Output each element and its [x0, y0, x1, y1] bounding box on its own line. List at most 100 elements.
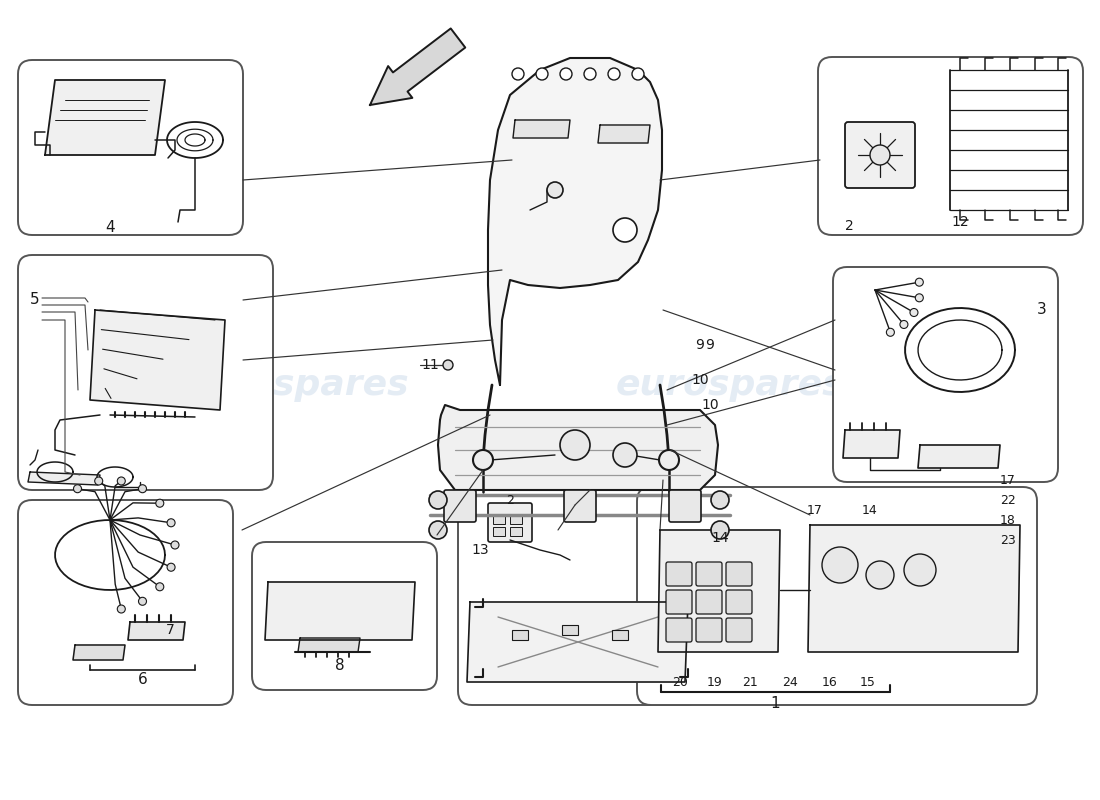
- Bar: [612, 630, 628, 640]
- Circle shape: [167, 563, 175, 571]
- Polygon shape: [128, 622, 185, 640]
- Text: 3: 3: [1037, 302, 1047, 318]
- Polygon shape: [28, 472, 100, 485]
- FancyBboxPatch shape: [18, 500, 233, 705]
- Circle shape: [139, 485, 146, 493]
- Polygon shape: [658, 530, 780, 652]
- Circle shape: [904, 554, 936, 586]
- Circle shape: [613, 218, 637, 242]
- Circle shape: [170, 541, 179, 549]
- FancyBboxPatch shape: [726, 618, 752, 642]
- Text: 8: 8: [336, 658, 344, 673]
- FancyBboxPatch shape: [666, 562, 692, 586]
- Bar: [512, 630, 528, 640]
- Circle shape: [118, 477, 125, 485]
- Polygon shape: [90, 310, 226, 410]
- Circle shape: [429, 521, 447, 539]
- FancyBboxPatch shape: [666, 618, 692, 642]
- Circle shape: [429, 491, 447, 509]
- Circle shape: [870, 145, 890, 165]
- Circle shape: [156, 582, 164, 590]
- Text: 13: 13: [471, 543, 488, 557]
- Text: 19: 19: [707, 675, 723, 689]
- Circle shape: [560, 430, 590, 460]
- Polygon shape: [598, 125, 650, 143]
- FancyBboxPatch shape: [845, 122, 915, 188]
- Bar: [562, 625, 578, 635]
- Text: 22: 22: [1000, 494, 1016, 506]
- Circle shape: [167, 518, 175, 526]
- Text: 1: 1: [770, 695, 780, 710]
- Circle shape: [711, 491, 729, 509]
- Circle shape: [822, 547, 858, 583]
- Text: 21: 21: [742, 675, 758, 689]
- FancyBboxPatch shape: [696, 562, 722, 586]
- Bar: [493, 515, 505, 524]
- Circle shape: [910, 309, 918, 317]
- Bar: [510, 515, 522, 524]
- Circle shape: [915, 294, 923, 302]
- Circle shape: [139, 598, 146, 606]
- Text: 12: 12: [952, 215, 969, 229]
- Text: 5: 5: [30, 293, 40, 307]
- Text: 9: 9: [705, 338, 714, 352]
- Text: 16: 16: [822, 675, 838, 689]
- Polygon shape: [468, 602, 688, 682]
- Text: 17: 17: [807, 503, 823, 517]
- Polygon shape: [298, 638, 360, 652]
- Text: 23: 23: [1000, 534, 1016, 546]
- Text: 14: 14: [712, 531, 729, 545]
- Circle shape: [74, 485, 81, 493]
- Circle shape: [608, 68, 620, 80]
- Text: 24: 24: [782, 675, 797, 689]
- Text: eurospares: eurospares: [180, 368, 409, 402]
- Text: 6: 6: [138, 673, 147, 687]
- Polygon shape: [73, 645, 125, 660]
- Text: 11: 11: [421, 358, 439, 372]
- Circle shape: [156, 499, 164, 507]
- Circle shape: [659, 450, 679, 470]
- FancyBboxPatch shape: [18, 60, 243, 235]
- Text: 2: 2: [845, 219, 854, 233]
- Polygon shape: [808, 525, 1020, 652]
- FancyBboxPatch shape: [444, 490, 476, 522]
- Circle shape: [560, 68, 572, 80]
- Polygon shape: [370, 29, 465, 105]
- Text: 14: 14: [862, 503, 878, 517]
- Polygon shape: [513, 120, 570, 138]
- Circle shape: [866, 561, 894, 589]
- FancyBboxPatch shape: [833, 267, 1058, 482]
- Text: 15: 15: [860, 675, 876, 689]
- Circle shape: [900, 321, 908, 329]
- Text: 17: 17: [1000, 474, 1016, 486]
- FancyBboxPatch shape: [18, 255, 273, 490]
- Text: 10: 10: [691, 373, 708, 387]
- Text: 4: 4: [106, 221, 114, 235]
- FancyBboxPatch shape: [669, 490, 701, 522]
- FancyBboxPatch shape: [458, 490, 700, 705]
- Circle shape: [632, 68, 644, 80]
- Bar: [510, 527, 522, 536]
- Circle shape: [95, 477, 102, 485]
- FancyBboxPatch shape: [564, 490, 596, 522]
- FancyBboxPatch shape: [696, 590, 722, 614]
- Circle shape: [547, 182, 563, 198]
- Text: eurospares: eurospares: [616, 368, 845, 402]
- FancyBboxPatch shape: [637, 487, 1037, 705]
- Text: 9: 9: [695, 338, 704, 352]
- Circle shape: [512, 68, 524, 80]
- Circle shape: [118, 605, 125, 613]
- Circle shape: [584, 68, 596, 80]
- FancyBboxPatch shape: [818, 57, 1084, 235]
- Circle shape: [473, 450, 493, 470]
- FancyBboxPatch shape: [726, 562, 752, 586]
- FancyBboxPatch shape: [726, 590, 752, 614]
- Text: 20: 20: [672, 675, 688, 689]
- Circle shape: [613, 443, 637, 467]
- Polygon shape: [918, 445, 1000, 468]
- Circle shape: [536, 68, 548, 80]
- Bar: [493, 527, 505, 536]
- Circle shape: [443, 360, 453, 370]
- Text: 10: 10: [701, 398, 718, 412]
- Polygon shape: [45, 80, 165, 155]
